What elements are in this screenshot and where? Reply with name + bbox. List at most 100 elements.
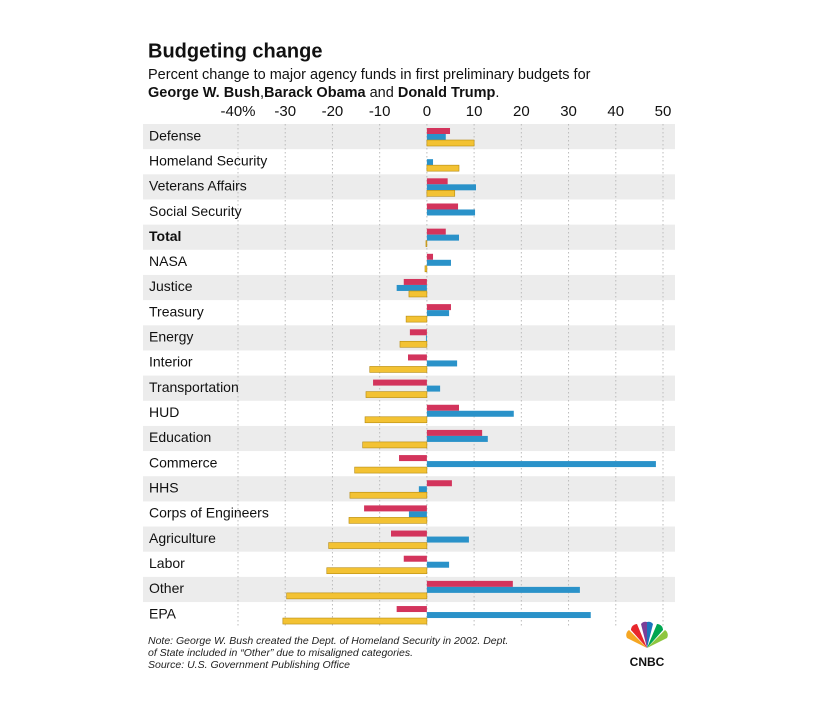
bar: [426, 203, 459, 210]
bar: [426, 461, 656, 468]
legend-label: George W. Bush: [148, 85, 260, 101]
bar: [426, 480, 452, 487]
bar: [399, 455, 427, 462]
category-label: Veterans Affairs: [149, 178, 247, 194]
bar: [426, 410, 514, 417]
bar: [426, 435, 488, 442]
category-label: Defense: [149, 127, 201, 143]
bar: [426, 209, 476, 216]
bar: [426, 234, 459, 241]
bar: [405, 315, 428, 323]
category-label: Interior: [149, 354, 193, 370]
x-tick-label: -10: [369, 103, 391, 120]
bar: [399, 340, 428, 348]
legend-label: Donald Trump: [398, 85, 496, 101]
x-tick-label: 40: [607, 103, 624, 120]
bar: [409, 329, 427, 336]
category-label: HUD: [149, 404, 179, 420]
chart-title: Budgeting change: [148, 40, 322, 62]
category-label: HHS: [149, 480, 179, 496]
legend: George W. Bush,Barack Obama and Donald T…: [148, 85, 499, 101]
legend-separator: .: [495, 85, 499, 101]
category-label: Commerce: [149, 454, 218, 470]
bar: [369, 366, 428, 373]
bar: [426, 178, 448, 185]
bar: [426, 612, 591, 619]
bar: [426, 429, 483, 436]
logo-text: CNBC: [630, 655, 665, 669]
bar: [426, 164, 460, 172]
bar: [328, 542, 428, 549]
bar: [426, 139, 475, 147]
bar: [426, 159, 434, 166]
category-label: Justice: [149, 278, 193, 294]
bar: [424, 265, 428, 273]
bar: [396, 606, 427, 613]
bar: [426, 190, 456, 197]
bar: [403, 555, 427, 562]
row-band: [143, 224, 675, 250]
category-label: EPA: [149, 605, 177, 621]
bar: [326, 567, 428, 575]
bar: [426, 310, 450, 317]
bar: [426, 536, 469, 543]
category-label: NASA: [149, 253, 188, 269]
legend-label: Barack Obama: [264, 85, 366, 101]
bar: [426, 304, 451, 311]
bar: [425, 335, 427, 342]
bar: [354, 466, 428, 474]
bar: [426, 259, 451, 266]
logo-peacock: [626, 621, 668, 648]
bar: [364, 416, 428, 424]
category-label: Education: [149, 429, 211, 445]
bar: [426, 134, 446, 140]
row-band: [143, 124, 675, 150]
bar: [426, 360, 458, 367]
bar: [391, 530, 427, 537]
bar: [408, 290, 428, 298]
note: of State included in “Other” due to misa…: [148, 647, 413, 659]
x-tick-label: -20: [322, 103, 344, 120]
bar: [364, 505, 427, 512]
row-band: [143, 174, 675, 200]
legend-separator: ,: [260, 85, 264, 101]
x-tick-label: 0: [423, 103, 431, 120]
category-label: Total: [149, 228, 181, 244]
x-tick-label: 20: [513, 103, 530, 120]
category-label: Corps of Engineers: [149, 505, 269, 521]
bar: [365, 391, 428, 398]
category-label: Agriculture: [149, 530, 216, 546]
bar: [425, 240, 428, 247]
bars: [282, 128, 656, 625]
category-label: Transportation: [149, 379, 239, 395]
source: Source: U.S. Government Publishing Offic…: [148, 659, 350, 671]
bar: [408, 354, 427, 361]
category-label: Energy: [149, 329, 193, 345]
category-label: Treasury: [149, 303, 204, 319]
bar: [418, 486, 427, 493]
bar: [403, 278, 427, 285]
bar: [348, 517, 428, 524]
legend-separator: and: [366, 85, 398, 101]
x-tick-label: -30: [274, 103, 296, 120]
bar: [282, 617, 428, 625]
bar: [362, 441, 428, 449]
bar: [426, 561, 450, 568]
bar: [426, 385, 441, 392]
bar: [426, 228, 446, 235]
bar: [426, 580, 513, 587]
note: Note: George W. Bush created the Dept. o…: [148, 635, 508, 647]
x-tick-label: -40%: [220, 103, 255, 120]
chart-subtitle: Percent change to major agency funds in …: [148, 67, 591, 83]
row-bands: [143, 124, 675, 603]
bar: [408, 511, 427, 518]
bar: [286, 592, 428, 600]
bar: [426, 253, 434, 260]
bar: [426, 128, 451, 134]
category-label: Other: [149, 580, 184, 596]
bar: [373, 379, 427, 386]
x-tick-label: 30: [560, 103, 577, 120]
bar: [396, 284, 427, 291]
x-tick-label: 50: [655, 103, 672, 120]
